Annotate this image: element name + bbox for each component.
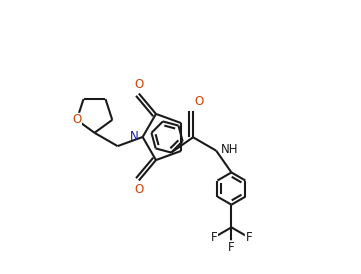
Text: F: F bbox=[245, 231, 252, 244]
Text: O: O bbox=[134, 183, 143, 196]
Text: N: N bbox=[130, 130, 139, 144]
Text: F: F bbox=[211, 231, 217, 244]
Text: NH: NH bbox=[220, 142, 238, 156]
Text: O: O bbox=[72, 113, 81, 126]
Text: O: O bbox=[134, 78, 143, 91]
Text: O: O bbox=[195, 95, 204, 108]
Text: F: F bbox=[228, 241, 235, 254]
